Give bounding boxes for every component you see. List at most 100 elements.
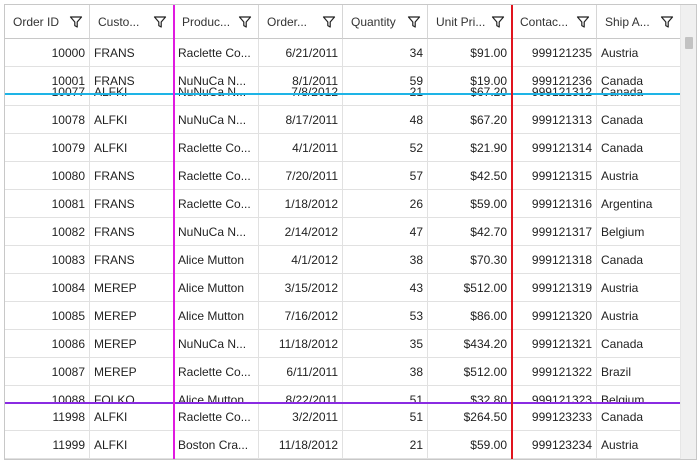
table-cell[interactable]: Belgium — [597, 218, 681, 246]
table-cell[interactable]: 10081 — [5, 190, 90, 218]
table-cell[interactable]: Canada — [597, 78, 681, 106]
table-row[interactable]: 10087 MEREP Raclette Co... 6/11/2011 38 $512.… — [5, 358, 681, 386]
table-cell[interactable]: ALFKI — [90, 403, 174, 431]
table-cell[interactable]: 53 — [343, 302, 428, 330]
table-cell[interactable]: MEREP — [90, 302, 174, 330]
table-row[interactable]: 10000 FRANS Raclette Co... 6/21/2011 34 $91.0… — [5, 39, 681, 67]
table-cell[interactable]: 10000 — [5, 39, 90, 67]
table-cell[interactable]: 1/18/2012 — [259, 190, 343, 218]
table-row[interactable]: 11998 ALFKI Raclette Co... 3/2/2011 51 $264.5… — [5, 403, 681, 431]
table-cell[interactable]: 11/18/2012 — [259, 330, 343, 358]
table-cell[interactable]: Alice Mutton — [174, 246, 259, 274]
filter-icon[interactable] — [153, 15, 167, 29]
table-cell[interactable]: FRANS — [90, 162, 174, 190]
table-cell[interactable]: $264.50 — [428, 403, 512, 431]
table-cell[interactable]: Canada — [597, 134, 681, 162]
table-cell[interactable]: 7/20/2011 — [259, 162, 343, 190]
column-header[interactable]: Quantity — [343, 5, 428, 39]
table-cell[interactable]: ALFKI — [90, 78, 174, 106]
table-cell[interactable]: NuNuCa N... — [174, 106, 259, 134]
table-cell[interactable]: Austria — [597, 162, 681, 190]
table-row[interactable]: 11999 ALFKI Boston Cra... 11/18/2012 21 $59.0… — [5, 431, 681, 459]
table-cell[interactable]: MEREP — [90, 274, 174, 302]
table-cell[interactable]: 10086 — [5, 330, 90, 358]
table-cell[interactable]: ALFKI — [90, 431, 174, 459]
filter-icon[interactable] — [322, 15, 336, 29]
table-cell[interactable]: 7/16/2012 — [259, 302, 343, 330]
table-cell[interactable]: 999121323 — [512, 386, 597, 403]
table-cell[interactable]: 10077 — [5, 78, 90, 106]
table-cell[interactable]: NuNuCa N... — [174, 78, 259, 106]
table-cell[interactable]: 999121235 — [512, 39, 597, 67]
table-cell[interactable]: Alice Mutton — [174, 386, 259, 403]
table-cell[interactable]: 999121316 — [512, 190, 597, 218]
table-cell[interactable]: 10083 — [5, 246, 90, 274]
table-cell[interactable]: 6/21/2011 — [259, 39, 343, 67]
table-cell[interactable]: Raclette Co... — [174, 403, 259, 431]
filter-icon[interactable] — [491, 15, 505, 29]
table-row[interactable]: 10082 FRANS NuNuCa N... 2/14/2012 47 $42.70 99… — [5, 218, 681, 246]
table-cell[interactable]: 10087 — [5, 358, 90, 386]
table-cell[interactable]: Austria — [597, 302, 681, 330]
table-cell[interactable]: 999121320 — [512, 302, 597, 330]
table-cell[interactable]: Canada — [597, 246, 681, 274]
table-cell[interactable]: FRANS — [90, 218, 174, 246]
table-cell[interactable]: 4/1/2011 — [259, 134, 343, 162]
column-header[interactable]: Produc... — [174, 5, 259, 39]
table-cell[interactable]: 999121319 — [512, 274, 597, 302]
filter-icon[interactable] — [576, 15, 590, 29]
vertical-scrollbar[interactable] — [680, 5, 696, 459]
table-cell[interactable]: $512.00 — [428, 358, 512, 386]
table-cell[interactable]: 38 — [343, 246, 428, 274]
table-row[interactable]: 10088 FOLKO Alice Mutton 8/22/2011 51 $32.80 9… — [5, 386, 681, 403]
table-cell[interactable]: 10079 — [5, 134, 90, 162]
table-cell[interactable]: 999121315 — [512, 162, 597, 190]
table-row[interactable]: 10086 MEREP NuNuCa N... 11/18/2012 35 $434.20… — [5, 330, 681, 358]
filter-icon[interactable] — [238, 15, 252, 29]
table-cell[interactable]: Raclette Co... — [174, 358, 259, 386]
table-cell[interactable]: 10088 — [5, 386, 90, 403]
table-cell[interactable]: 21 — [343, 431, 428, 459]
table-row[interactable]: 10078 ALFKI NuNuCa N... 8/17/2011 48 $67.20 99… — [5, 106, 681, 134]
table-cell[interactable]: 10080 — [5, 162, 90, 190]
table-cell[interactable]: 51 — [343, 403, 428, 431]
filter-icon[interactable] — [660, 15, 674, 29]
table-cell[interactable]: Austria — [597, 431, 681, 459]
table-cell[interactable]: Canada — [597, 106, 681, 134]
table-cell[interactable]: 11/18/2012 — [259, 431, 343, 459]
table-cell[interactable]: MEREP — [90, 330, 174, 358]
table-cell[interactable]: Boston Cra... — [174, 431, 259, 459]
table-cell[interactable]: 48 — [343, 106, 428, 134]
column-header[interactable]: Order ID — [5, 5, 90, 39]
table-cell[interactable]: 8/17/2011 — [259, 106, 343, 134]
table-cell[interactable]: Canada — [597, 330, 681, 358]
table-row[interactable]: 10079 ALFKI Raclette Co... 4/1/2011 52 $21.90… — [5, 134, 681, 162]
table-cell[interactable]: MEREP — [90, 358, 174, 386]
table-cell[interactable]: ALFKI — [90, 106, 174, 134]
filter-icon[interactable] — [407, 15, 421, 29]
table-row[interactable]: 10077 ALFKI NuNuCa N... 7/8/2012 21 $67.20 999… — [5, 78, 681, 106]
column-header[interactable]: Custo... — [90, 5, 174, 39]
table-cell[interactable]: 26 — [343, 190, 428, 218]
table-cell[interactable]: $512.00 — [428, 274, 512, 302]
table-cell[interactable]: 999123234 — [512, 431, 597, 459]
table-cell[interactable]: 10078 — [5, 106, 90, 134]
table-cell[interactable]: 10084 — [5, 274, 90, 302]
table-cell[interactable]: 999121321 — [512, 330, 597, 358]
table-row[interactable]: 10081 FRANS Raclette Co... 1/18/2012 26 $59.0… — [5, 190, 681, 218]
table-row[interactable]: 10080 FRANS Raclette Co... 7/20/2011 57 $42.5… — [5, 162, 681, 190]
table-cell[interactable]: NuNuCa N... — [174, 330, 259, 358]
table-cell[interactable]: 11999 — [5, 431, 90, 459]
table-cell[interactable]: 43 — [343, 274, 428, 302]
table-cell[interactable]: 10082 — [5, 218, 90, 246]
table-cell[interactable]: $21.90 — [428, 134, 512, 162]
table-cell[interactable]: 47 — [343, 218, 428, 246]
table-cell[interactable]: 21 — [343, 78, 428, 106]
table-cell[interactable]: NuNuCa N... — [174, 218, 259, 246]
table-cell[interactable]: $70.30 — [428, 246, 512, 274]
table-cell[interactable]: Argentina — [597, 190, 681, 218]
table-cell[interactable]: Austria — [597, 274, 681, 302]
table-cell[interactable]: Canada — [597, 403, 681, 431]
table-cell[interactable]: $59.00 — [428, 431, 512, 459]
table-cell[interactable]: Raclette Co... — [174, 162, 259, 190]
